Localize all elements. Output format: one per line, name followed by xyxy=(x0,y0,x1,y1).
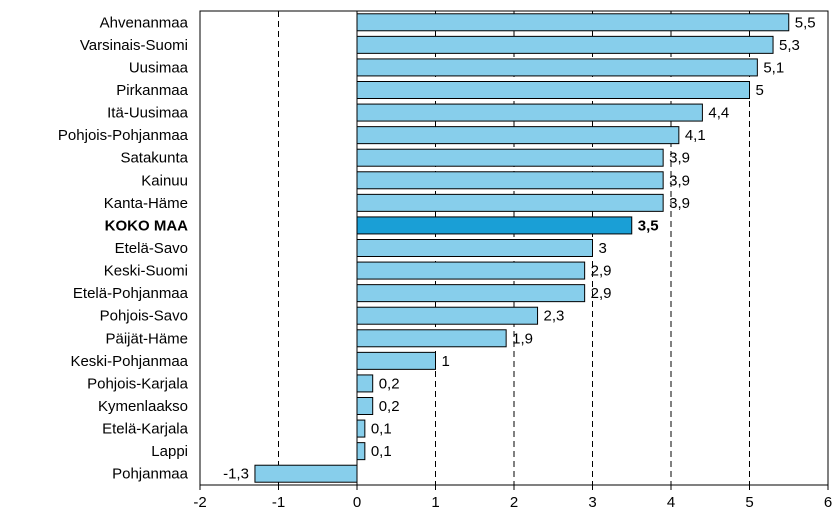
bar xyxy=(356,284,586,303)
value-labels: 5,5 5,3 5,1 5 4,44,1 3,9 3,9 3,9 3,5 3 2,9 2,9 2,3 1,… xyxy=(223,14,816,482)
value-label: 3,9 xyxy=(669,195,690,212)
x-tick-label: -2 xyxy=(193,494,206,511)
category-label: Satakunta xyxy=(120,150,188,167)
category-label: Pohjois-Karjala xyxy=(87,375,189,392)
category-label: Uusimaa xyxy=(129,59,189,76)
category-label: Kanta-Häme xyxy=(104,195,188,212)
value-label: 3 xyxy=(599,240,607,257)
axes xyxy=(199,10,829,490)
x-tick-label: 0 xyxy=(353,494,361,511)
bar xyxy=(356,329,507,348)
value-label: 3,9 xyxy=(669,150,690,167)
category-label: Keski-Pohjanmaa xyxy=(70,353,188,370)
value-label: 3,5 xyxy=(638,217,659,234)
bar xyxy=(254,464,358,483)
bar xyxy=(356,171,664,190)
category-label: Etelä-Karjala xyxy=(102,421,189,438)
value-label: 0,1 xyxy=(371,421,392,438)
bars xyxy=(254,13,790,483)
category-label: Etelä-Savo xyxy=(115,240,188,257)
x-tick-label: 4 xyxy=(667,494,675,511)
value-label: 4,1 xyxy=(685,127,706,144)
value-label: 5,3 xyxy=(779,37,800,54)
bar xyxy=(356,58,758,77)
value-label: 4,4 xyxy=(708,105,729,122)
category-label: Ahvenanmaa xyxy=(100,14,189,31)
bar xyxy=(356,306,539,325)
value-label: 1 xyxy=(442,353,450,370)
category-label: Pohjois-Pohjanmaa xyxy=(58,127,189,144)
bar xyxy=(356,216,633,235)
x-tick-label: 5 xyxy=(745,494,753,511)
bar xyxy=(356,442,366,461)
value-label: 2,9 xyxy=(591,263,612,280)
category-label: Kymenlaakso xyxy=(98,398,188,415)
bar xyxy=(356,419,366,438)
value-label: 2,9 xyxy=(591,285,612,302)
category-label: Keski-Suomi xyxy=(104,263,188,280)
category-label: Pohjanmaa xyxy=(112,466,189,483)
value-label: 5,1 xyxy=(763,59,784,76)
bar xyxy=(356,239,593,257)
category-label: Etelä-Pohjanmaa xyxy=(73,285,189,302)
value-label: 0,2 xyxy=(379,398,400,415)
bar xyxy=(356,193,664,212)
x-tick-label: 6 xyxy=(824,494,832,511)
x-tick-label: 3 xyxy=(588,494,596,511)
value-label: 0,2 xyxy=(379,375,400,392)
bar xyxy=(356,374,374,393)
x-tick-labels: -2 -1 0 1 2 3 4 5 6 xyxy=(193,494,832,511)
x-tick-label: -1 xyxy=(272,494,285,511)
value-label: 1,9 xyxy=(512,330,533,347)
value-label: 5 xyxy=(756,82,764,99)
category-label: KOKO MAA xyxy=(105,217,188,234)
value-label: 0,1 xyxy=(371,443,392,460)
category-label: Itä-Uusimaa xyxy=(107,105,189,122)
category-labels: Ahvenanmaa Varsinais-Suomi Uusimaa Pirkanma… xyxy=(58,14,189,482)
category-label: Pohjois-Savo xyxy=(100,308,188,325)
category-label: Pirkanmaa xyxy=(116,82,188,99)
bar xyxy=(356,103,703,122)
category-label: Kainuu xyxy=(141,172,188,189)
value-label: 2,3 xyxy=(544,308,565,325)
value-label: 5,5 xyxy=(795,14,816,31)
bar xyxy=(356,261,586,280)
value-label: 3,9 xyxy=(669,172,690,189)
bar xyxy=(356,35,774,54)
bar xyxy=(356,148,664,167)
bar xyxy=(356,397,374,415)
x-tick-label: 2 xyxy=(510,494,518,511)
category-label: Päijät-Häme xyxy=(105,330,188,347)
category-label: Lappi xyxy=(151,443,188,460)
bar xyxy=(356,81,750,99)
bar xyxy=(356,13,790,32)
category-label: Varsinais-Suomi xyxy=(80,37,188,54)
gridlines xyxy=(278,11,750,485)
bar xyxy=(356,351,436,370)
value-label: -1,3 xyxy=(223,466,249,483)
x-tick-label: 1 xyxy=(431,494,439,511)
bar xyxy=(356,126,680,145)
